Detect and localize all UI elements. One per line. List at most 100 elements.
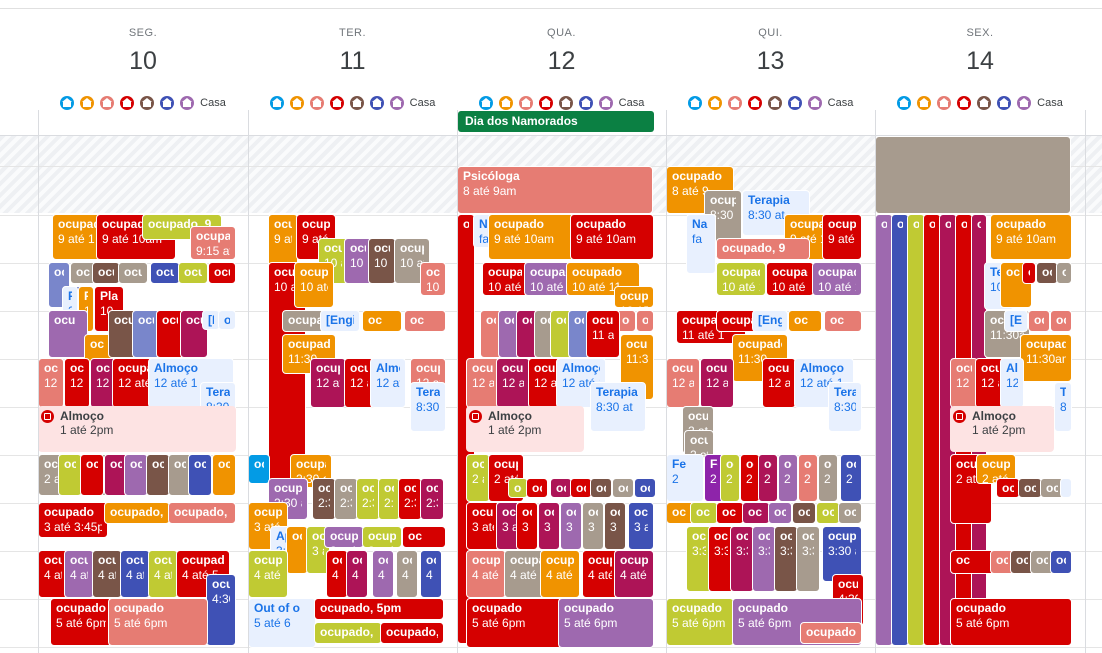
calendar-event[interactable]: ocupado4 até 5	[504, 550, 546, 598]
calendar-event[interactable]: oc	[508, 478, 528, 498]
calendar-event[interactable]: [Engine	[202, 310, 220, 330]
calendar-event[interactable]: oc	[526, 478, 548, 498]
calendar-event[interactable]: ocupado, 5	[800, 622, 862, 644]
calendar-event[interactable]: ocupado12 até 1	[666, 358, 700, 408]
calendar-event[interactable]: ocu	[208, 262, 236, 284]
home-icon[interactable]	[60, 95, 75, 110]
calendar-event[interactable]: ocupado12 até 1	[762, 358, 796, 408]
home-icon[interactable]	[349, 95, 364, 110]
calendar-event[interactable]: ocupado 5 até 6pm	[950, 598, 1072, 646]
home-icon[interactable]	[897, 95, 912, 110]
calendar-event[interactable]: ocupado4 até 5	[466, 550, 506, 598]
calendar-event[interactable]: oc	[1060, 478, 1072, 498]
home-icon[interactable]	[518, 95, 533, 110]
calendar-event[interactable]: ocupado2:30 até	[398, 478, 422, 520]
calendar-event[interactable]: ocupado, 5	[380, 622, 444, 644]
calendar-event[interactable]: oc	[996, 478, 1020, 498]
calendar-event[interactable]: oc	[634, 478, 656, 498]
calendar-event[interactable]: ocu	[48, 310, 88, 358]
home-icon[interactable]	[787, 95, 802, 110]
home-icon[interactable]	[100, 95, 115, 110]
calendar-event[interactable]: Na fa	[686, 214, 716, 274]
home-icon[interactable]	[389, 95, 404, 110]
calendar-event[interactable]: ocu	[212, 454, 236, 496]
calendar-event[interactable]: oc	[1028, 310, 1050, 332]
calendar-event[interactable]: oc	[1018, 478, 1042, 498]
home-icon[interactable]	[538, 95, 553, 110]
calendar-event[interactable]: oc	[404, 310, 446, 332]
calendar-event[interactable]: oc	[1050, 550, 1072, 574]
calendar-event[interactable]: ocupado 5 até 6pm	[50, 598, 112, 646]
calendar-event[interactable]: ocu	[124, 454, 148, 496]
allday-event-dia-dos-namorados[interactable]: Dia dos Namorados	[458, 111, 654, 132]
calendar-event[interactable]: oc	[690, 502, 718, 524]
calendar-event[interactable]: ocupado12 até 1	[90, 358, 116, 408]
home-icon[interactable]	[269, 95, 284, 110]
calendar-event[interactable]: oc	[1040, 478, 1064, 498]
calendar-event[interactable]: oc	[590, 478, 612, 498]
calendar-event[interactable]: ocupado2:30 até	[378, 478, 400, 520]
calendar-event[interactable]: oc	[788, 310, 822, 332]
calendar-event[interactable]: ocupado4 até 5	[372, 550, 394, 598]
home-icon[interactable]	[767, 95, 782, 110]
calendar-event[interactable]: ocupado2:30 até	[356, 478, 380, 520]
calendar-event[interactable]: ocupado4 até 5	[582, 550, 618, 598]
calendar-event[interactable]: ocupado2 até 3	[798, 454, 818, 502]
calendar-event[interactable]: ocupado12 até 1	[950, 358, 978, 408]
home-icon[interactable]	[707, 95, 722, 110]
home-icon[interactable]	[917, 95, 932, 110]
calendar-event[interactable]: ocu	[516, 310, 538, 358]
calendar-event[interactable]: oc	[742, 502, 770, 524]
home-icon[interactable]	[578, 95, 593, 110]
calendar-event[interactable]: oc	[248, 454, 270, 484]
calendar-event[interactable]: oc	[636, 310, 654, 332]
calendar-event[interactable]: ocupado2 até 3	[840, 454, 862, 502]
calendar-event[interactable]: ocu	[178, 262, 208, 284]
calendar-event[interactable]: ocupado, 3	[104, 502, 170, 524]
home-icon[interactable]	[140, 95, 155, 110]
calendar-event[interactable]: ocupado 5 até 6pm	[108, 598, 208, 646]
calendar-event[interactable]: ocupado 5 até 6pm	[466, 598, 562, 648]
calendar-event[interactable]: ocupado 5 até 6pm	[558, 598, 654, 648]
calendar-event[interactable]: ocu	[80, 454, 104, 496]
day-header-mon[interactable]: SEG. 10 Casa	[38, 9, 248, 136]
home-icon[interactable]	[289, 95, 304, 110]
home-icon[interactable]	[727, 95, 742, 110]
calendar-event[interactable]: ocupado12 até 1	[64, 358, 90, 408]
calendar-event[interactable]: ocupado4 até 5	[420, 550, 442, 598]
calendar-event[interactable]: ocupado12 até 1	[466, 358, 500, 408]
calendar-event[interactable]: oc	[768, 502, 792, 524]
calendar-event[interactable]: oc	[550, 478, 572, 498]
calendar-event[interactable]: ocupad9:15 at	[190, 226, 236, 260]
calendar-event[interactable]: ocupado4 até 5	[346, 550, 368, 598]
home-icon[interactable]	[957, 95, 972, 110]
calendar-event[interactable]: ocupado, 9	[716, 238, 810, 260]
home-icon[interactable]	[1017, 95, 1032, 110]
home-icon[interactable]	[558, 95, 573, 110]
home-icon[interactable]	[598, 95, 613, 110]
